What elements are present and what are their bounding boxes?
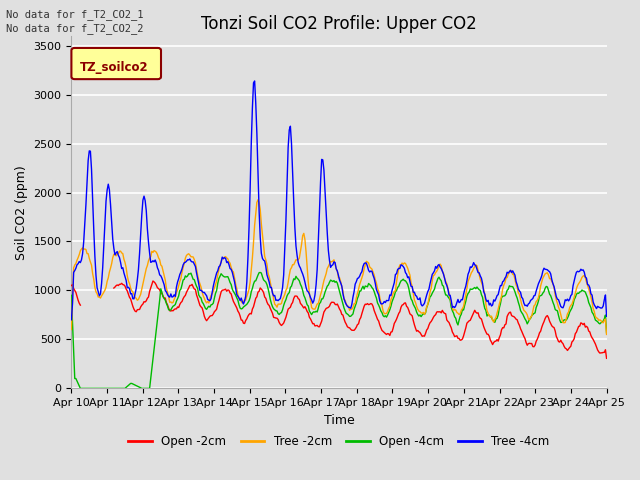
Legend: Open -2cm, Tree -2cm, Open -4cm, Tree -4cm: Open -2cm, Tree -2cm, Open -4cm, Tree -4… bbox=[124, 431, 554, 453]
Text: No data for f_T2_CO2_2: No data for f_T2_CO2_2 bbox=[6, 23, 144, 34]
Y-axis label: Soil CO2 (ppm): Soil CO2 (ppm) bbox=[15, 165, 28, 260]
Text: No data for f_T2_CO2_1: No data for f_T2_CO2_1 bbox=[6, 9, 144, 20]
Title: Tonzi Soil CO2 Profile: Upper CO2: Tonzi Soil CO2 Profile: Upper CO2 bbox=[201, 15, 477, 33]
Text: TZ_soilco2: TZ_soilco2 bbox=[80, 60, 148, 73]
X-axis label: Time: Time bbox=[324, 414, 355, 427]
